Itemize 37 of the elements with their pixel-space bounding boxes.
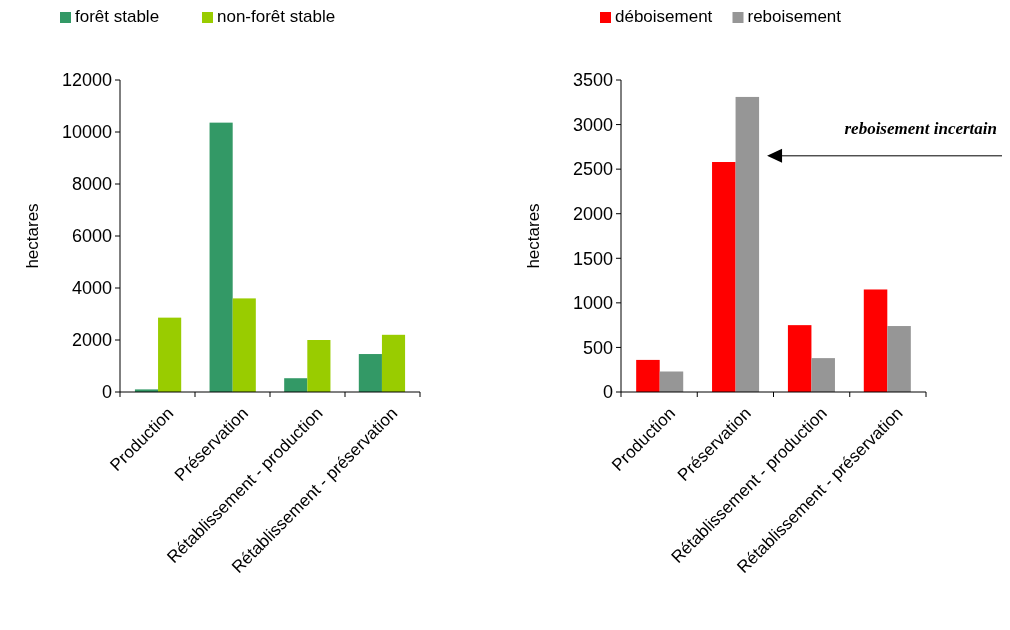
bar bbox=[232, 298, 256, 392]
y-tick-label: 0 bbox=[101, 382, 112, 403]
y-tick-label: 2000 bbox=[71, 330, 112, 351]
y-tick-label: 3000 bbox=[572, 114, 613, 135]
annotation: reboisement incertain bbox=[844, 118, 997, 138]
legend-label: forêt stable bbox=[75, 7, 160, 26]
legend-label: déboisement bbox=[615, 7, 713, 26]
y-tick-label: 500 bbox=[582, 337, 613, 358]
y-tick-label: 2500 bbox=[572, 159, 613, 180]
bar bbox=[863, 289, 888, 392]
y-tick-label: 4000 bbox=[71, 278, 112, 299]
bar bbox=[811, 358, 835, 392]
bar bbox=[636, 359, 660, 392]
bar bbox=[712, 162, 736, 392]
y-tick-label: 6000 bbox=[71, 226, 112, 247]
bar bbox=[284, 378, 308, 392]
bar bbox=[787, 325, 812, 392]
y-tick-label: 3500 bbox=[572, 70, 613, 91]
y-axis-title: hectares bbox=[23, 203, 42, 269]
bar bbox=[659, 371, 684, 392]
bar bbox=[735, 96, 760, 392]
bar bbox=[209, 122, 233, 392]
y-tick-label: 0 bbox=[602, 382, 613, 403]
y-tick-label: 12000 bbox=[61, 70, 112, 91]
bar bbox=[358, 354, 382, 392]
bar bbox=[158, 317, 182, 392]
y-tick-label: 1500 bbox=[572, 248, 613, 269]
legend-label: non-forêt stable bbox=[217, 7, 336, 26]
bar bbox=[887, 326, 911, 392]
y-tick-label: 8000 bbox=[71, 174, 112, 195]
y-axis-title: hectares bbox=[524, 203, 543, 269]
bar bbox=[307, 340, 331, 392]
legend-label: reboisement bbox=[747, 7, 842, 26]
bar bbox=[381, 334, 406, 392]
y-tick-label: 1000 bbox=[572, 293, 613, 314]
y-tick-label: 10000 bbox=[61, 122, 112, 143]
y-tick-label: 2000 bbox=[572, 204, 613, 225]
